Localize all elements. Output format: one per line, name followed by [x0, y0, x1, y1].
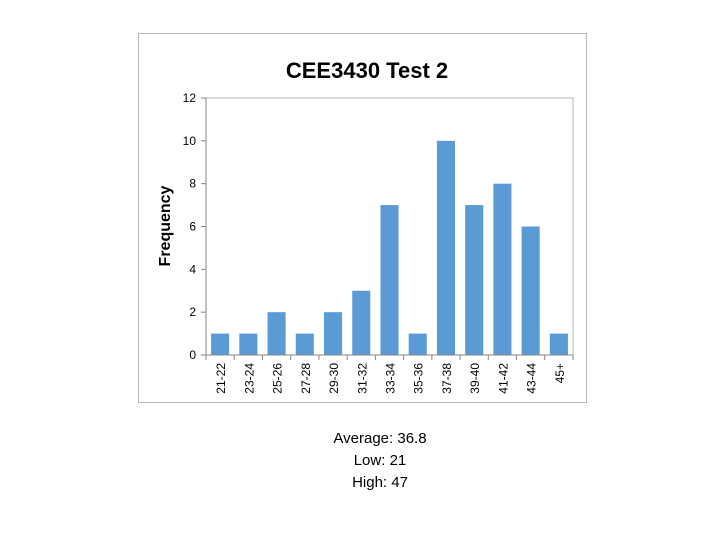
y-tick-label: 0 [189, 348, 196, 362]
bar-29-30 [324, 312, 343, 355]
x-tick-label: 43-44 [525, 363, 539, 394]
x-tick-label: 23-24 [242, 363, 256, 394]
x-tick-label: 21-22 [214, 363, 228, 394]
x-tick-label: 45+ [553, 363, 567, 383]
low-stat: Low: 21 [353, 452, 407, 469]
bar-35-36 [408, 333, 427, 355]
bar-33-34 [380, 205, 399, 355]
x-tick-label: 37-38 [440, 363, 454, 394]
bar-39-40 [465, 205, 484, 355]
x-tick-label: 29-30 [327, 363, 341, 394]
average-stat: Average: 36.8 [333, 430, 427, 447]
y-tick-label: 4 [189, 262, 196, 276]
bar-27-28 [295, 333, 314, 355]
bar-37-38 [436, 140, 455, 355]
y-axis-label: Frequency [157, 185, 174, 266]
y-tick-label: 2 [189, 305, 196, 319]
chart-title: CEE3430 Test 2 [286, 58, 448, 83]
x-tick-label: 25-26 [271, 363, 285, 394]
high-stat: High: 47 [352, 474, 408, 491]
x-tick-label: 31-32 [355, 363, 369, 394]
x-tick-label: 33-34 [384, 363, 398, 394]
y-tick-label: 10 [183, 134, 197, 148]
bar-45+ [549, 333, 568, 355]
x-tick-label: 39-40 [468, 363, 482, 394]
y-tick-label: 6 [189, 220, 196, 234]
bar-43-44 [521, 226, 540, 355]
bar-41-42 [493, 183, 512, 355]
statistics-summary: Average: 36.8 Low: 21 High: 47 [0, 428, 720, 494]
bar-31-32 [352, 290, 371, 355]
x-tick-label: 41-42 [496, 363, 510, 394]
bar-25-26 [267, 312, 286, 355]
x-tick-label: 27-28 [299, 363, 313, 394]
y-tick-label: 8 [189, 177, 196, 191]
y-tick-label: 12 [183, 91, 197, 105]
x-tick-label: 35-36 [412, 363, 426, 394]
bar-21-22 [211, 333, 230, 355]
bar-23-24 [239, 333, 258, 355]
